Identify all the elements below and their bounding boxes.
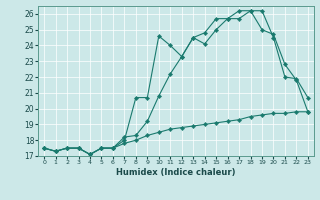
X-axis label: Humidex (Indice chaleur): Humidex (Indice chaleur): [116, 168, 236, 177]
